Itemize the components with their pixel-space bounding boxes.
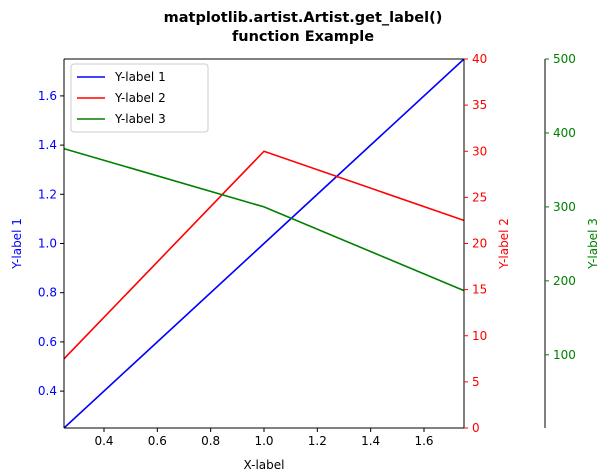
y1-tick-label: 0.8 [38,286,57,300]
y1-tick-label: 1.4 [38,138,57,152]
legend-label: Y-label 3 [114,112,166,126]
y2-tick-label: 5 [472,375,480,389]
y3-tick-label: 100 [553,348,576,362]
y1-tick-label: 0.4 [38,384,57,398]
y1-axis-label: Y-label 1 [10,218,24,270]
x-axis-label: X-label [244,458,285,472]
axes-layer: 0.4 0.6 0.8 1.0 1.2 1.4 1.6 0.4 0.6 0.8 1.0 1.2 1.4 1… [10,52,600,448]
chart-title-line1: matplotlib.artist.Artist.get_label() [164,10,443,26]
y2-tick-label: 15 [472,283,487,297]
y2-tick-label: 20 [472,237,487,251]
y3-tick-label: 500 [553,52,576,66]
y1-tick-label: 1.6 [38,89,57,103]
legend-label: Y-label 1 [114,70,166,84]
series-layer [64,59,464,428]
y2-tick-label: 40 [472,52,487,66]
x-tick-label: 1.4 [361,434,380,448]
y3-tick-label: 400 [553,126,576,140]
x-tick-label: 1.6 [414,434,433,448]
y3-tick-label: 300 [553,200,576,214]
chart-title-line2: function Example [232,29,374,45]
legend: Y-label 1 Y-label 2 Y-label 3 [70,63,209,133]
y1-tick-label: 0.6 [38,335,57,349]
x-tick-label: 1.2 [308,434,327,448]
y3-tick-label: 200 [553,274,576,288]
legend-label: Y-label 2 [114,91,166,105]
y2-tick-label: 10 [472,329,487,343]
x-tick-label: 0.6 [148,434,167,448]
y2-axis-label: Y-label 2 [497,218,511,270]
y2-tick-label: 0 [472,421,480,435]
legend-box [70,63,209,133]
x-tick-label: 0.8 [201,434,220,448]
y3-axis-label: Y-label 3 [586,218,600,270]
x-tick-label: 0.4 [94,434,113,448]
y2-tick-label: 35 [472,98,487,112]
y2-tick-label: 25 [472,190,487,204]
y1-tick-label: 1.0 [38,237,57,251]
series-line-3 [64,147,464,292]
series-line-2 [64,150,464,360]
series-line-1 [64,59,464,428]
y1-tick-label: 1.2 [38,187,57,201]
x-tick-label: 1.0 [254,434,273,448]
y2-tick-label: 30 [472,144,487,158]
